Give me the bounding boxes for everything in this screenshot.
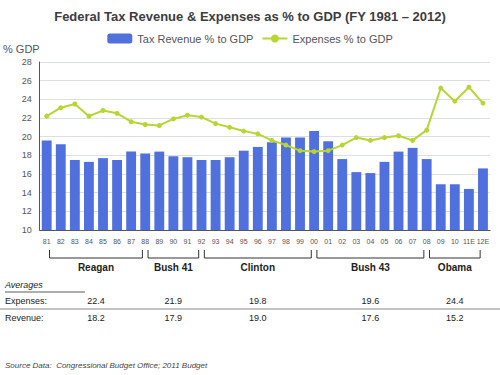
svg-text:09: 09 — [437, 238, 445, 245]
svg-text:22: 22 — [22, 113, 32, 123]
svg-text:Expenses:: Expenses: — [5, 296, 47, 306]
svg-text:99: 99 — [296, 238, 304, 245]
svg-text:07: 07 — [409, 238, 417, 245]
svg-text:90: 90 — [169, 238, 177, 245]
svg-text:84: 84 — [85, 238, 93, 245]
svg-text:97: 97 — [268, 238, 276, 245]
svg-text:91: 91 — [184, 238, 192, 245]
svg-text:Expenses % to GDP: Expenses % to GDP — [292, 33, 392, 45]
svg-text:87: 87 — [127, 238, 135, 245]
svg-text:06: 06 — [395, 238, 403, 245]
svg-text:10: 10 — [22, 225, 32, 235]
svg-text:81: 81 — [43, 238, 51, 245]
svg-text:00: 00 — [310, 238, 318, 245]
svg-text:93: 93 — [212, 238, 220, 245]
svg-text:Source Data: Congressional Bu: Source Data: Congressional Budget Office… — [5, 361, 208, 370]
svg-text:16: 16 — [22, 169, 32, 179]
svg-text:19.0: 19.0 — [249, 313, 267, 323]
svg-text:10: 10 — [451, 238, 459, 245]
svg-text:12E: 12E — [477, 238, 490, 245]
svg-text:21.9: 21.9 — [165, 296, 183, 306]
svg-text:89: 89 — [155, 238, 163, 245]
svg-text:12: 12 — [22, 206, 32, 216]
svg-text:98: 98 — [282, 238, 290, 245]
svg-text:20: 20 — [22, 132, 32, 142]
svg-text:Reagan: Reagan — [78, 262, 114, 273]
svg-text:18.2: 18.2 — [87, 313, 105, 323]
svg-text:01: 01 — [324, 238, 332, 245]
svg-text:Revenue:: Revenue: — [5, 313, 44, 323]
svg-text:94: 94 — [226, 238, 234, 245]
svg-text:82: 82 — [57, 238, 65, 245]
svg-text:19.6: 19.6 — [362, 296, 380, 306]
svg-text:86: 86 — [113, 238, 121, 245]
svg-text:11E: 11E — [463, 238, 475, 245]
svg-text:Federal Tax Revenue & Expenses: Federal Tax Revenue & Expenses as % to G… — [54, 9, 446, 24]
svg-text:88: 88 — [141, 238, 149, 245]
svg-text:18: 18 — [22, 150, 32, 160]
svg-text:96: 96 — [254, 238, 262, 245]
svg-text:17.6: 17.6 — [362, 313, 380, 323]
svg-text:Bush 41: Bush 41 — [154, 262, 193, 273]
svg-text:26: 26 — [22, 76, 32, 86]
svg-text:Tax Revenue % to GDP: Tax Revenue % to GDP — [137, 33, 253, 45]
svg-text:04: 04 — [366, 238, 374, 245]
svg-text:22.4: 22.4 — [87, 296, 105, 306]
svg-text:85: 85 — [99, 238, 107, 245]
svg-text:19.8: 19.8 — [249, 296, 267, 306]
svg-text:Obama: Obama — [438, 262, 472, 273]
svg-text:Clinton: Clinton — [241, 262, 275, 273]
svg-text:95: 95 — [240, 238, 248, 245]
svg-text:Bush 43: Bush 43 — [351, 262, 390, 273]
svg-text:24: 24 — [22, 94, 32, 104]
svg-text:92: 92 — [198, 238, 206, 245]
svg-text:24.4: 24.4 — [446, 296, 464, 306]
svg-text:% GDP: % GDP — [3, 43, 40, 55]
svg-text:05: 05 — [381, 238, 389, 245]
svg-text:15.2: 15.2 — [446, 313, 464, 323]
svg-text:Averages: Averages — [4, 280, 43, 290]
svg-text:83: 83 — [71, 238, 79, 245]
svg-text:03: 03 — [352, 238, 360, 245]
svg-text:02: 02 — [338, 238, 346, 245]
svg-text:28: 28 — [22, 57, 32, 67]
svg-text:08: 08 — [423, 238, 431, 245]
svg-text:17.9: 17.9 — [165, 313, 183, 323]
svg-text:14: 14 — [22, 188, 32, 198]
